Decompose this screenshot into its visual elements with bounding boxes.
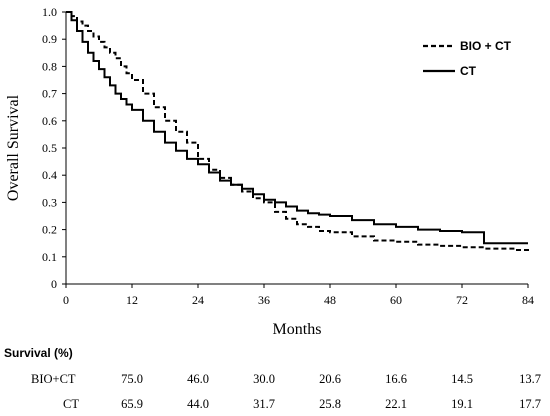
x-tick-group: 0 12 24 36 48 60 72 84 (63, 284, 534, 307)
y-tick-label: 0.9 (42, 32, 57, 46)
x-axis-title: Months (273, 321, 322, 338)
survival-value: 19.1 (451, 397, 473, 411)
y-tick-label: 0.8 (42, 59, 57, 73)
y-tick-label: 0.4 (42, 168, 57, 182)
survival-value: 75.0 (121, 372, 143, 386)
survival-value: 13.7 (519, 372, 541, 386)
legend-label-bio-ct: BIO + CT (460, 39, 512, 53)
y-axis-title: Overall Survival (5, 94, 22, 201)
y-tick-label: 0.1 (42, 250, 57, 264)
y-tick-label: 1.0 (42, 5, 57, 19)
x-tick-label: 48 (324, 293, 336, 307)
x-tick-label: 24 (192, 293, 204, 307)
y-tick-label: 0.6 (42, 114, 57, 128)
survival-table: Survival (%) BIO+CT CT 75.0 46.0 30.0 20.6 1… (4, 346, 541, 411)
legend: BIO + CT CT (423, 39, 512, 78)
survival-value: 22.1 (385, 397, 407, 411)
series-layer (66, 11, 529, 253)
survival-value: 30.0 (253, 372, 275, 386)
survival-value: 25.8 (319, 397, 341, 411)
survival-row-label-ct: CT (63, 397, 79, 411)
survival-row-label-bio-ct: BIO+CT (31, 372, 76, 386)
series-line-bio-ct (66, 11, 529, 253)
y-tick-group: 0 0.1 0.2 0.3 0.4 0.5 0.6 0.7 0.8 0.9 1.0 (42, 5, 66, 291)
survival-value: 44.0 (187, 397, 209, 411)
survival-value: 14.5 (451, 372, 473, 386)
x-tick-label: 12 (126, 293, 138, 307)
plot-area: 0 0.1 0.2 0.3 0.4 0.5 0.6 0.7 0.8 0.9 1.0 0 12 24 36 4… (42, 5, 534, 307)
x-tick-label: 60 (390, 293, 402, 307)
y-tick-label: 0.2 (42, 223, 57, 237)
survival-table-heading: Survival (%) (4, 346, 73, 360)
x-tick-label: 84 (522, 293, 534, 307)
x-tick-label: 72 (456, 293, 468, 307)
survival-value: 17.7 (519, 397, 541, 411)
y-tick-label: 0.3 (42, 195, 57, 209)
y-tick-label: 0.5 (42, 141, 57, 155)
survival-value: 65.9 (121, 397, 143, 411)
x-tick-label: 0 (63, 293, 69, 307)
survival-value: 20.6 (319, 372, 341, 386)
survival-table-values: 75.0 46.0 30.0 20.6 16.6 14.5 13.7 65.9 44.0 31.7… (121, 372, 541, 411)
x-tick-label: 36 (258, 293, 270, 307)
legend-label-ct: CT (460, 64, 477, 78)
y-tick-label: 0 (51, 277, 57, 291)
survival-value: 16.6 (385, 372, 407, 386)
survival-value: 46.0 (187, 372, 209, 386)
survival-value: 31.7 (253, 397, 275, 411)
series-line-ct (66, 11, 528, 245)
y-tick-label: 0.7 (42, 87, 57, 101)
